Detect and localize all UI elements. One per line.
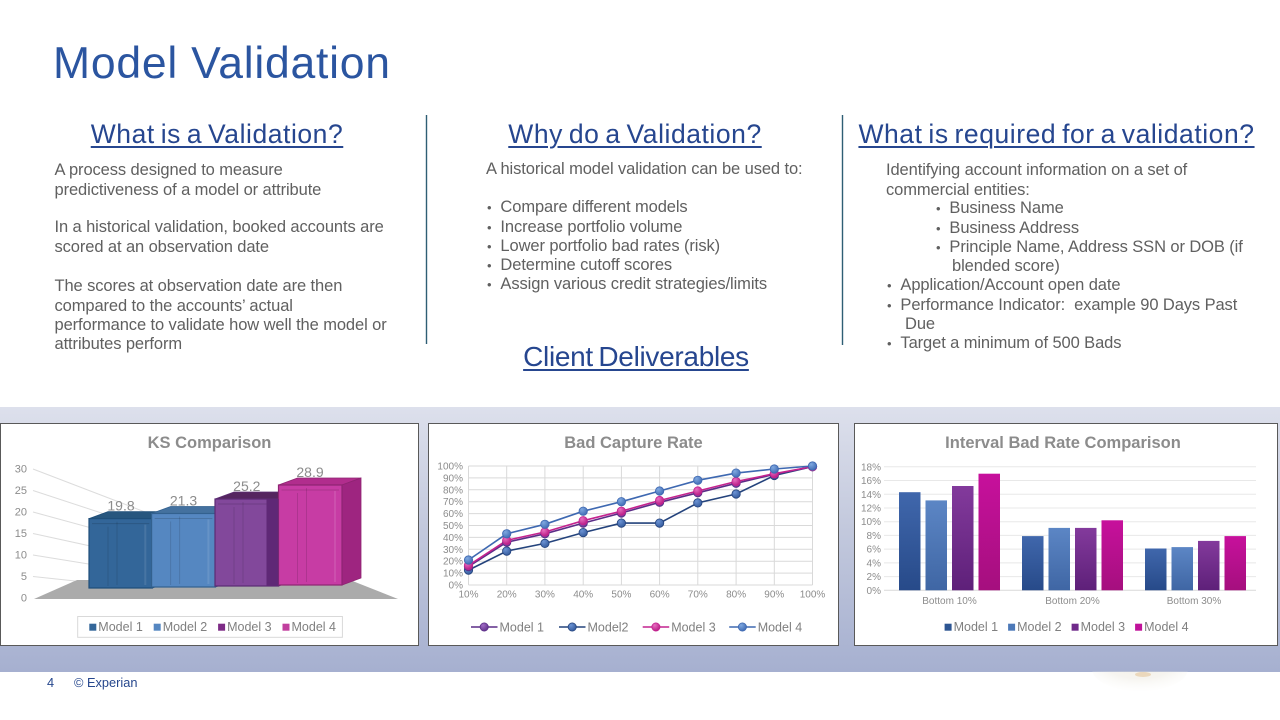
svg-text:Model 1: Model 1	[500, 620, 545, 634]
svg-text:Model 1: Model 1	[954, 620, 999, 634]
svg-text:50%: 50%	[443, 521, 463, 532]
svg-text:0: 0	[21, 593, 27, 605]
svg-text:90%: 90%	[764, 590, 784, 601]
svg-text:15: 15	[15, 528, 27, 540]
svg-text:4%: 4%	[867, 558, 882, 569]
svg-text:Model2: Model2	[588, 620, 629, 634]
svg-text:6%: 6%	[867, 545, 882, 556]
svg-text:21.3: 21.3	[170, 493, 197, 509]
svg-text:Bottom 20%: Bottom 20%	[1045, 596, 1100, 607]
svg-text:Bottom 10%: Bottom 10%	[922, 596, 977, 607]
svg-text:100%: 100%	[437, 462, 463, 473]
svg-text:Model 2: Model 2	[163, 620, 208, 634]
svg-text:Model 4: Model 4	[758, 620, 803, 634]
svg-text:2%: 2%	[867, 572, 882, 583]
svg-text:30: 30	[15, 464, 27, 476]
svg-text:5: 5	[21, 571, 27, 583]
svg-text:Bottom 30%: Bottom 30%	[1167, 596, 1222, 607]
svg-text:Model 3: Model 3	[1081, 620, 1126, 634]
svg-text:0%: 0%	[867, 586, 882, 597]
svg-text:80%: 80%	[443, 485, 463, 496]
svg-text:8%: 8%	[867, 531, 882, 542]
svg-text:18%: 18%	[861, 462, 881, 473]
svg-text:60%: 60%	[443, 509, 463, 520]
svg-text:16%: 16%	[861, 476, 881, 487]
svg-text:12%: 12%	[861, 504, 881, 515]
svg-text:Model 3: Model 3	[671, 620, 716, 634]
svg-text:50%: 50%	[611, 590, 631, 601]
svg-text:28.9: 28.9	[296, 464, 323, 480]
svg-text:25.2: 25.2	[233, 478, 260, 494]
svg-text:10%: 10%	[458, 590, 478, 601]
svg-text:Model 3: Model 3	[227, 620, 272, 634]
svg-text:70%: 70%	[443, 497, 463, 508]
svg-text:Model 2: Model 2	[1017, 620, 1062, 634]
svg-text:14%: 14%	[861, 490, 881, 501]
svg-text:19.8: 19.8	[107, 498, 134, 514]
svg-text:0%: 0%	[449, 581, 464, 592]
svg-text:40%: 40%	[443, 533, 463, 544]
svg-text:100%: 100%	[800, 590, 826, 601]
svg-text:10%: 10%	[443, 569, 463, 580]
svg-text:25: 25	[15, 485, 27, 497]
svg-text:30%: 30%	[535, 590, 555, 601]
svg-text:80%: 80%	[726, 590, 746, 601]
svg-text:90%: 90%	[443, 473, 463, 484]
svg-text:10: 10	[15, 550, 27, 562]
svg-text:20%: 20%	[443, 557, 463, 568]
svg-text:Bad Capture Rate: Bad Capture Rate	[564, 434, 702, 452]
svg-text:40%: 40%	[573, 590, 593, 601]
svg-text:Interval Bad Rate Comparison: Interval Bad Rate Comparison	[945, 434, 1181, 452]
svg-text:Model 4: Model 4	[1144, 620, 1189, 634]
svg-text:Model 4: Model 4	[292, 620, 337, 634]
svg-text:70%: 70%	[688, 590, 708, 601]
svg-text:20: 20	[15, 507, 27, 519]
svg-text:30%: 30%	[443, 545, 463, 556]
svg-text:10%: 10%	[861, 517, 881, 528]
svg-text:60%: 60%	[650, 590, 670, 601]
svg-text:KS Comparison: KS Comparison	[148, 434, 272, 452]
svg-text:20%: 20%	[497, 590, 517, 601]
svg-text:Model 1: Model 1	[98, 620, 143, 634]
